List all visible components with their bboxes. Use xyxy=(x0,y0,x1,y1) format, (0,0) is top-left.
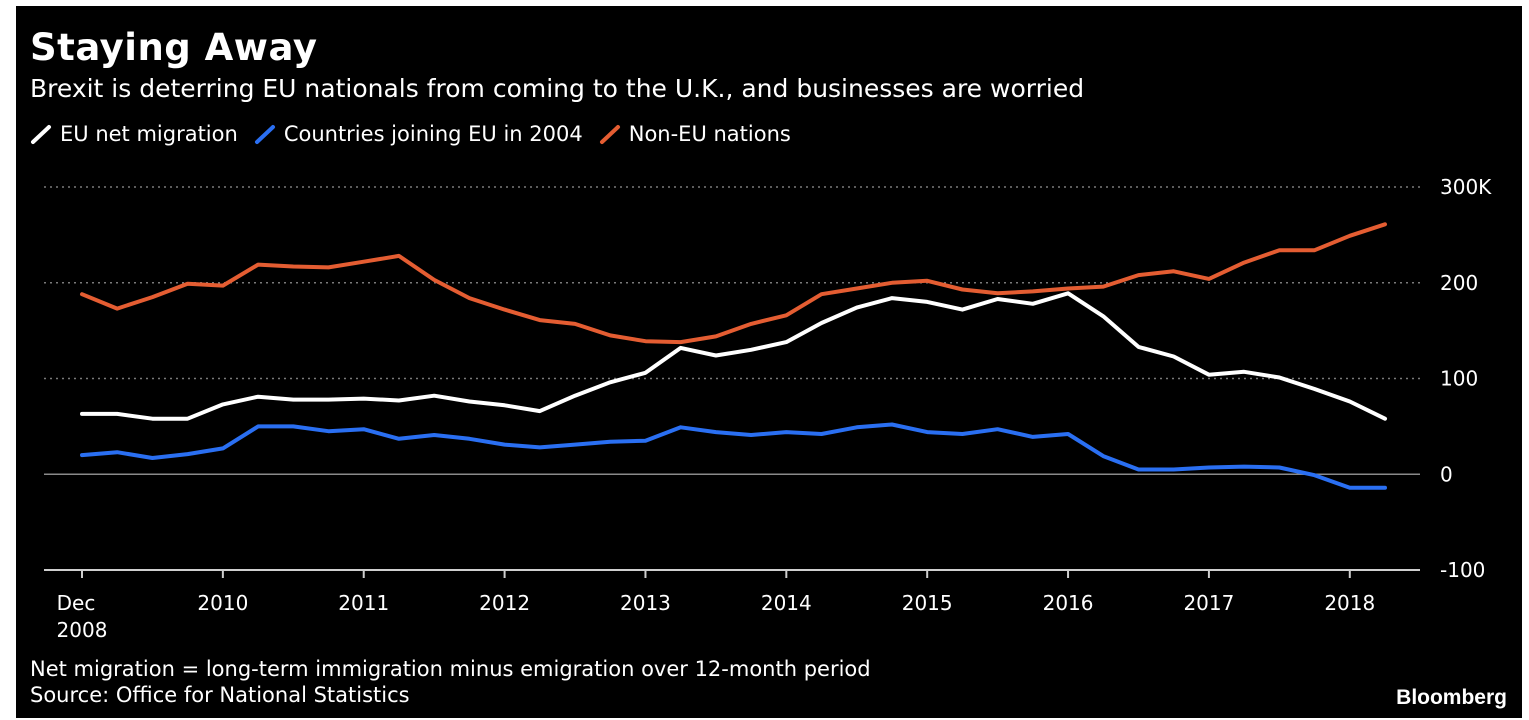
footnote: Net migration = long-term immigration mi… xyxy=(30,656,871,708)
legend-item-non-eu: Non-EU nations xyxy=(599,122,791,146)
x-tick-label: 2016 xyxy=(1043,591,1094,615)
legend-swatch-eu xyxy=(31,125,51,144)
legend-swatch-accession xyxy=(254,125,275,144)
x-tick-label: 2010 xyxy=(197,591,248,615)
x-tick-label: 2018 xyxy=(1324,591,1375,615)
chart-frame xyxy=(16,6,1522,718)
legend-label-non-eu: Non-EU nations xyxy=(628,122,791,146)
x-tick-label: 2008 xyxy=(57,618,108,642)
legend-item-accession: Countries joining EU in 2004 xyxy=(254,122,583,146)
x-tick-label: 2013 xyxy=(620,591,671,615)
y-tick-label: 0 xyxy=(1440,462,1453,486)
legend-item-eu: EU net migration xyxy=(30,122,238,146)
legend: EU net migration Countries joining EU in… xyxy=(30,122,807,146)
x-tick-label: Dec xyxy=(57,591,96,615)
footnote-definition: Net migration = long-term immigration mi… xyxy=(30,657,871,681)
y-tick-label: 300K xyxy=(1440,175,1492,199)
y-tick-label: -100 xyxy=(1440,558,1485,582)
x-tick-label: 2015 xyxy=(902,591,953,615)
series-line-eu-net-migration xyxy=(80,291,1387,421)
chart-title: Staying Away xyxy=(30,26,318,69)
legend-swatch-non-eu xyxy=(599,125,620,144)
y-tick-label: 200 xyxy=(1440,271,1478,295)
bloomberg-logo: Bloomberg xyxy=(1396,686,1507,709)
x-tick-label: 2012 xyxy=(479,591,530,615)
x-tick-label: 2017 xyxy=(1183,591,1234,615)
series-line-non-eu xyxy=(80,222,1387,345)
y-tick-label: 100 xyxy=(1440,367,1478,391)
series-line-eu-2004-accession xyxy=(80,422,1387,490)
x-tick-label: 2011 xyxy=(338,591,389,615)
x-tick-label: 2014 xyxy=(761,591,812,615)
source-note: Source: Office for National Statistics xyxy=(30,683,410,707)
chart-subtitle: Brexit is deterring EU nationals from co… xyxy=(30,74,1085,103)
legend-label-eu: EU net migration xyxy=(60,122,238,146)
legend-label-accession: Countries joining EU in 2004 xyxy=(283,122,583,146)
